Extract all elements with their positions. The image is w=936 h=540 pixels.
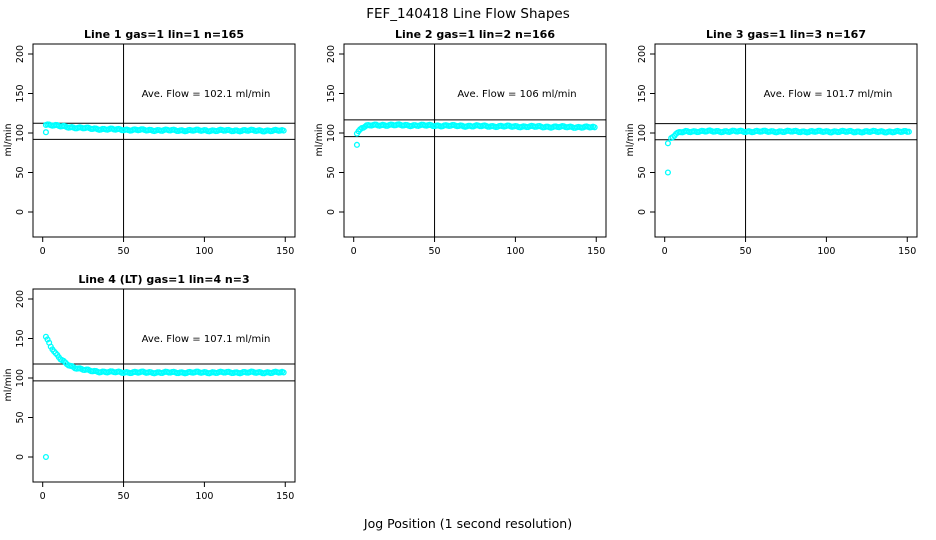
outlier-point <box>42 453 49 461</box>
y-tick-label: 150 <box>326 84 337 102</box>
outlier-point <box>664 140 671 147</box>
y-tick-label: 200 <box>15 45 26 63</box>
panel-line-3: Line 3 gas=1 lin=3 n=167 Ave. Flow = 101… <box>625 28 918 257</box>
x-tick-label: 100 <box>195 246 213 257</box>
x-tick-label: 100 <box>817 246 835 257</box>
x-tick-label: 50 <box>118 246 130 257</box>
x-tick-label: 150 <box>276 246 294 257</box>
panel-line-2: Line 2 gas=1 lin=2 n=166 Ave. Flow = 106… <box>314 28 607 257</box>
y-tick-label: 150 <box>15 84 26 102</box>
y-tick-label: 150 <box>15 329 26 347</box>
x-tick-label: 100 <box>506 246 524 257</box>
y-tick-label: 0 <box>637 209 648 215</box>
y-tick-label: 0 <box>15 209 26 215</box>
x-tick-label: 0 <box>40 246 46 257</box>
plot-box <box>654 43 918 238</box>
y-tick-label: 100 <box>637 124 648 142</box>
x-tick-label: 50 <box>429 246 441 257</box>
x-tick-label: 150 <box>276 491 294 502</box>
panel-3-annotation: Ave. Flow = 101.7 ml/min <box>764 89 893 100</box>
y-tick-label: 0 <box>15 454 26 460</box>
x-tick-label: 50 <box>740 246 752 257</box>
panel-4-title: Line 4 (LT) gas=1 lin=4 n=3 <box>78 273 249 286</box>
panel-1-annotation: Ave. Flow = 102.1 ml/min <box>142 89 271 100</box>
panel-2-y-axis-label: ml/min <box>314 123 325 156</box>
panel-3-y-axis-label: ml/min <box>625 123 636 156</box>
panel-line-4: Line 4 (LT) gas=1 lin=4 n=3 Ave. Flow = … <box>3 273 296 502</box>
plot-box <box>32 288 296 483</box>
x-axis-label: Jog Position (1 second resolution) <box>363 516 572 531</box>
y-tick-label: 100 <box>326 124 337 142</box>
panel-4-plot-area: 0 50 100 150 0 50 100 150 200 <box>15 288 296 502</box>
x-tick-label: 0 <box>40 491 46 502</box>
x-tick-label: 150 <box>898 246 916 257</box>
panel-line-1: Line 1 gas=1 lin=1 n=165 Ave. Flow = 102… <box>3 28 296 257</box>
plot-box <box>343 43 607 238</box>
data-point <box>44 336 51 343</box>
panel-4-annotation: Ave. Flow = 107.1 ml/min <box>142 334 271 345</box>
y-tick-label: 150 <box>637 84 648 102</box>
panel-4-y-axis-label: ml/min <box>3 368 14 401</box>
outlier-point <box>664 169 671 176</box>
data-point <box>905 128 912 135</box>
y-tick-label: 200 <box>15 290 26 308</box>
y-tick-label: 0 <box>326 209 337 215</box>
panel-2-plot-area: 0 50 100 150 0 50 100 150 200 <box>326 43 607 257</box>
data-point <box>591 124 598 131</box>
figure-title: FEF_140418 Line Flow Shapes <box>366 6 569 22</box>
panel-2-title: Line 2 gas=1 lin=2 n=166 <box>395 28 555 41</box>
y-tick-label: 50 <box>637 166 648 178</box>
x-tick-label: 0 <box>662 246 668 257</box>
x-tick-label: 0 <box>351 246 357 257</box>
y-tick-label: 100 <box>15 124 26 142</box>
panel-2-annotation: Ave. Flow = 106 ml/min <box>457 89 576 100</box>
data-point <box>280 127 287 134</box>
panel-3-title: Line 3 gas=1 lin=3 n=167 <box>706 28 866 41</box>
outlier-point <box>353 141 360 148</box>
x-tick-label: 50 <box>118 491 130 502</box>
panel-3-plot-area: 0 50 100 150 0 50 100 150 200 <box>637 43 918 257</box>
y-tick-label: 50 <box>15 411 26 423</box>
data-point <box>280 369 287 376</box>
x-tick-label: 150 <box>587 246 605 257</box>
y-tick-label: 50 <box>15 166 26 178</box>
panel-1-y-axis-label: ml/min <box>3 123 14 156</box>
panel-1-plot-area: 0 50 100 150 0 50 100 150 200 <box>15 43 296 257</box>
y-tick-label: 50 <box>326 166 337 178</box>
y-tick-label: 200 <box>326 45 337 63</box>
y-tick-label: 200 <box>637 45 648 63</box>
outlier-point <box>42 129 49 136</box>
panel-1-title: Line 1 gas=1 lin=1 n=165 <box>84 28 244 41</box>
plot-box <box>32 43 296 238</box>
y-tick-label: 100 <box>15 369 26 387</box>
x-tick-label: 100 <box>195 491 213 502</box>
